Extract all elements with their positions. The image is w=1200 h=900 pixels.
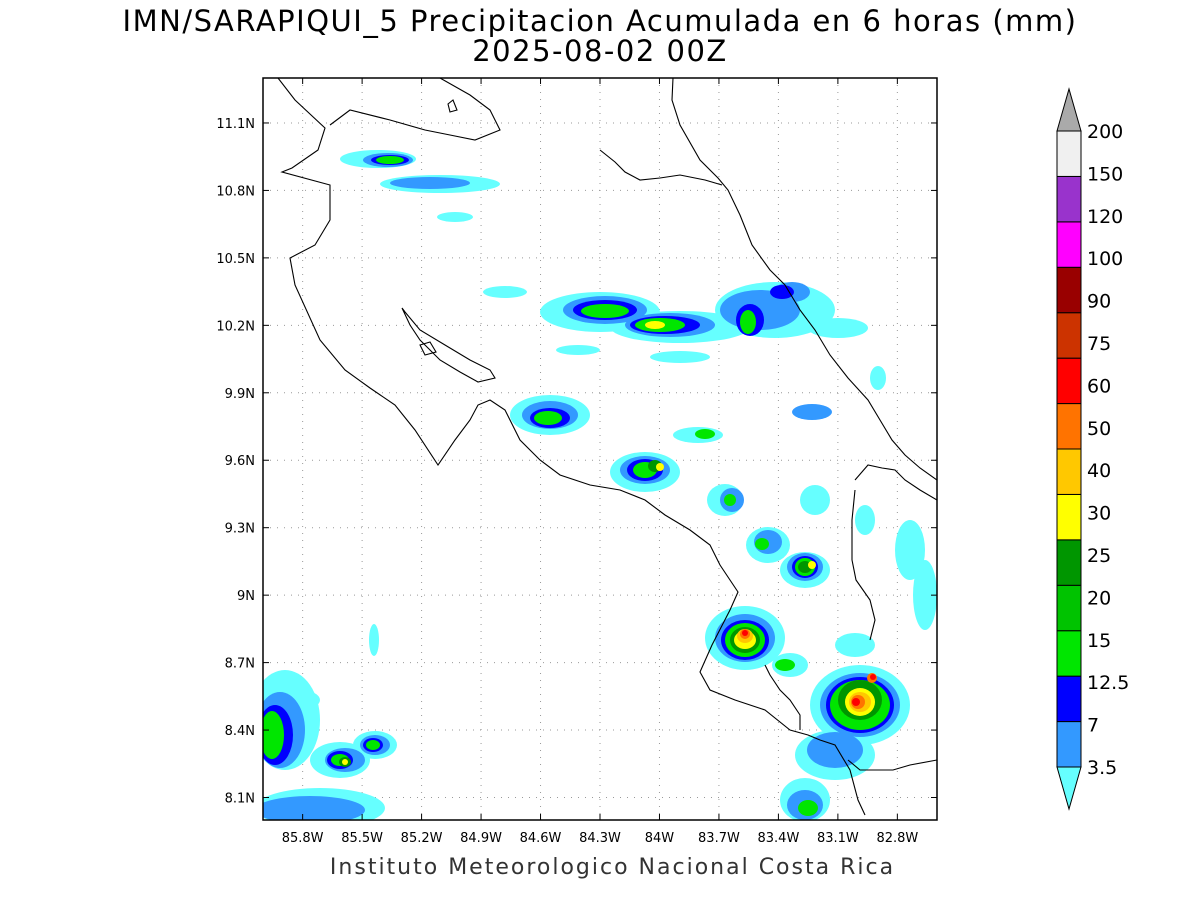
chart-title: IMN/SARAPIQUI_5 Precipitacion Acumulada …: [122, 4, 1078, 38]
lat-tick-label: 10.8N: [216, 184, 255, 199]
colorbar-swatch: [1056, 357, 1082, 405]
rain-field: [263, 150, 937, 820]
colorbar-swatch: [1056, 403, 1082, 450]
colorbar-swatch: [1056, 493, 1082, 541]
credit-text: Instituto Meteorologico Nacional Costa R…: [329, 855, 896, 880]
colorbar-label: 100: [1087, 248, 1123, 270]
chart-subtitle: 2025-08-02 00Z: [472, 34, 728, 68]
colorbar-label: 120: [1087, 206, 1123, 228]
colorbar-legend: 3.5 7 12.5 15 20 25 30 40 50 60 75 90 100 120 150 200: [1056, 87, 1129, 811]
coastline: [277, 78, 937, 816]
colorbar-swatch: [1056, 766, 1082, 811]
lat-tick-label: 9.9N: [225, 387, 255, 402]
lat-tick-label: 9N: [237, 589, 255, 604]
lat-tick-label: 11.1N: [216, 117, 255, 132]
colorbar-swatch: [1056, 130, 1082, 177]
colorbar-swatch: [1056, 266, 1082, 314]
lon-tick-label: 83.4W: [758, 831, 800, 846]
colorbar-label: 30: [1087, 503, 1111, 525]
colorbar-swatch: [1056, 539, 1082, 586]
lat-tick-label: 9.6N: [225, 454, 255, 469]
colorbar-swatch: [1056, 721, 1082, 768]
colorbar-label: 200: [1087, 121, 1123, 143]
lon-tick-label: 83.7W: [698, 831, 740, 846]
colorbar-swatch: [1056, 448, 1082, 495]
colorbar-label: 50: [1087, 418, 1111, 440]
lon-tick-label: 84.3W: [579, 831, 621, 846]
colorbar-swatch: [1056, 175, 1082, 223]
colorbar-swatch: [1056, 87, 1082, 132]
lon-tick-label: 84W: [645, 831, 675, 846]
colorbar-label: 15: [1087, 630, 1111, 652]
lon-tick-label: 82.8W: [876, 831, 918, 846]
lon-tick-label: 83.1W: [817, 831, 859, 846]
rain-30mm: [342, 321, 875, 765]
colorbar-label: 3.5: [1087, 757, 1117, 779]
colorbar-label: 7: [1087, 715, 1099, 737]
colorbar-label: 12.5: [1087, 672, 1129, 694]
longitude-axis: 85.8W 85.5W 85.2W 84.9W 84.6W 84.3W 84W 83.7W 83…: [282, 78, 918, 846]
lon-tick-label: 85.2W: [401, 831, 443, 846]
rain-60mm: [742, 630, 876, 706]
colorbar-label: 60: [1087, 375, 1111, 397]
rain-7mm: [263, 153, 900, 820]
lat-tick-label: 8.1N: [225, 792, 255, 807]
colorbar-label: 75: [1087, 333, 1111, 355]
lon-tick-label: 84.6W: [520, 831, 562, 846]
lon-tick-label: 85.5W: [341, 831, 383, 846]
colorbar-swatch: [1056, 675, 1082, 723]
colorbar-label: 40: [1087, 460, 1111, 482]
lat-tick-label: 8.7N: [225, 657, 255, 672]
lat-tick-label: 10.2N: [216, 319, 255, 334]
rain-12.5mm: [263, 155, 894, 769]
colorbar-label: 25: [1087, 545, 1111, 567]
colorbar-swatch: [1056, 630, 1082, 677]
colorbar-swatch: [1056, 584, 1082, 632]
colorbar-swatch: [1056, 221, 1082, 268]
colorbar-label: 20: [1087, 587, 1111, 609]
colorbar-label: 150: [1087, 163, 1123, 185]
lat-tick-label: 8.4N: [225, 724, 255, 739]
lon-tick-label: 84.9W: [460, 831, 502, 846]
colorbar-label: 90: [1087, 291, 1111, 313]
lat-tick-label: 10.5N: [216, 252, 255, 267]
rain-15mm: [263, 156, 890, 816]
lat-tick-label: 9.3N: [225, 522, 255, 537]
latitude-axis: 11.1N 10.8N 10.5N 10.2N 9.9N 9.6N 9.3N 9N 8.7N 8.…: [216, 117, 937, 807]
colorbar-swatch: [1056, 312, 1082, 359]
lon-tick-label: 85.8W: [282, 831, 324, 846]
